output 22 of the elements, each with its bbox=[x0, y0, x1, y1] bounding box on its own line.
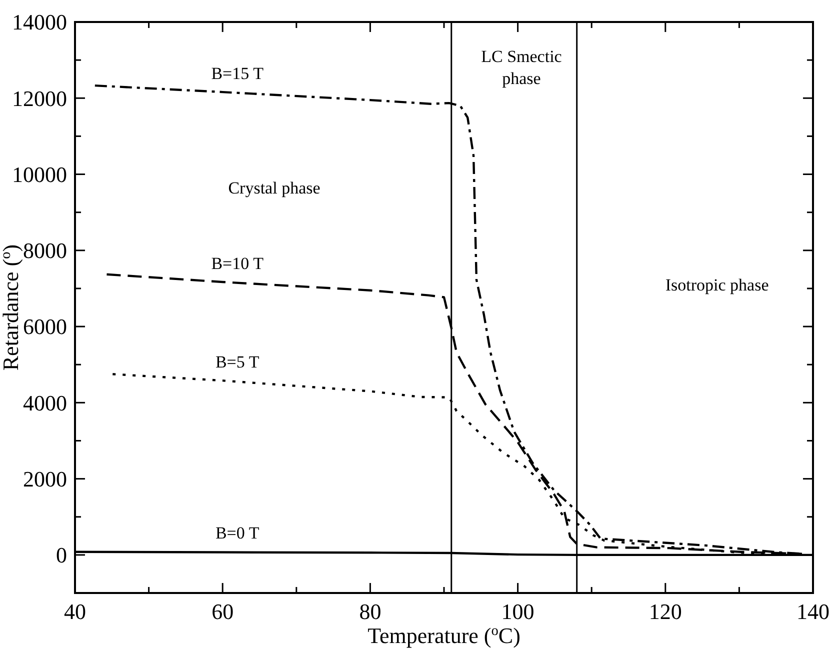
y-tick-label: 2000 bbox=[23, 466, 67, 492]
x-tick-label: 80 bbox=[359, 599, 382, 624]
y-tick-label: 4000 bbox=[23, 390, 67, 416]
annotation: Crystal phase bbox=[228, 178, 320, 198]
x-tick-label: 40 bbox=[64, 599, 86, 624]
series-label: B=15 T bbox=[211, 64, 264, 83]
series-label: B=5 T bbox=[215, 352, 260, 372]
x-tick-label: 120 bbox=[648, 599, 682, 624]
series-label: B=10 T bbox=[211, 254, 264, 273]
y-tick-label: 12000 bbox=[12, 86, 67, 111]
y-tick-label: 6000 bbox=[23, 314, 67, 340]
series-label: B=0 T bbox=[215, 523, 260, 542]
x-tick-label: 100 bbox=[501, 599, 534, 624]
y-tick-label: 10000 bbox=[12, 162, 67, 187]
x-tick-label: 60 bbox=[212, 599, 234, 624]
annotation: LC Smectic phase bbox=[481, 46, 562, 88]
y-tick-label: 8000 bbox=[23, 238, 67, 264]
annotation: Isotropic phase bbox=[665, 275, 769, 294]
x-axis-title: Temperature ($^{o}$C) bbox=[368, 623, 520, 648]
y-tick-label: 14000 bbox=[12, 10, 67, 35]
x-tick-label: 140 bbox=[796, 599, 830, 624]
y-tick-label: 0 bbox=[56, 542, 67, 568]
